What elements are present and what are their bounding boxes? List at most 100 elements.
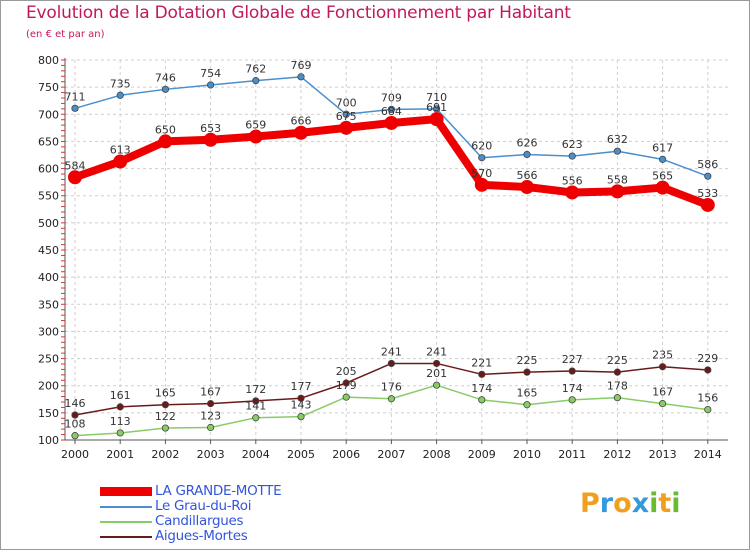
data-point [203,132,218,147]
y-tick-label: 450 [38,244,59,257]
data-point [432,359,441,368]
legend-label-aigues-mortes: Aigues-Mortes [155,528,248,544]
data-label: 177 [291,380,312,393]
data-point [297,413,305,421]
data-point [387,105,395,114]
data-point [116,403,124,411]
data-point [568,152,576,160]
data-point [207,423,215,432]
data-label: 558 [607,173,628,186]
y-tick-label: 250 [38,353,59,366]
data-point [523,401,531,409]
data-label: 167 [652,386,673,399]
data-label: 632 [607,133,628,146]
data-label: 653 [200,122,221,135]
data-label: 709 [381,91,402,104]
legend-swatch-aigues-mortes [100,536,152,538]
legend-swatch-la-grande-motte [100,487,152,496]
data-label: 235 [652,349,673,362]
x-tick-label: 2005 [287,448,315,461]
data-point [161,424,169,432]
data-label: 650 [155,123,176,136]
data-point [113,154,128,169]
y-tick-label: 750 [38,81,59,94]
data-point [116,91,124,99]
chart-title: Evolution de la Dotation Globale de Fonc… [26,3,571,23]
data-point [655,180,670,195]
data-point [520,180,534,195]
data-label: 174 [562,382,583,395]
data-point [342,379,350,387]
data-label: 570 [471,167,492,180]
data-label: 586 [697,158,718,171]
data-label: 165 [517,387,538,400]
data-point [252,414,260,422]
data-label: 225 [607,354,628,367]
x-tick-label: 2010 [513,448,541,461]
y-tick-label: 800 [38,54,59,67]
logo-letter: t [658,488,672,519]
y-tick-label: 100 [38,434,59,447]
x-tick-label: 2003 [197,448,225,461]
data-label: 141 [245,400,266,413]
data-label: 754 [200,67,221,80]
data-label: 123 [200,410,221,423]
data-label: 172 [245,383,266,396]
data-point [523,368,531,376]
legend-label-le-grau-du-roi: Le Grau-du-Roi [155,498,252,514]
y-tick-label: 600 [38,163,59,176]
data-label: 227 [562,353,583,366]
data-point [474,177,489,192]
data-label: 225 [517,354,538,367]
data-label: 565 [652,170,673,183]
x-tick-label: 2001 [106,448,134,461]
x-tick-label: 2004 [242,448,270,461]
y-tick-label: 500 [38,217,59,230]
data-label: 221 [471,356,492,369]
data-point [387,359,395,368]
data-point [568,367,576,375]
y-tick-label: 200 [38,380,59,393]
data-label: 201 [426,367,447,380]
x-tick-label: 2013 [649,448,677,461]
data-point [523,150,531,159]
data-point [161,85,169,93]
data-point [658,400,667,408]
data-point [68,170,82,185]
data-label: 113 [110,415,131,428]
y-tick-label: 350 [38,298,59,311]
proxiti-logo: Proxiti [580,488,681,519]
x-tick-label: 2002 [151,448,179,461]
data-label: 626 [517,136,538,149]
data-point [568,396,576,404]
data-label: 623 [562,138,583,151]
data-label: 122 [155,410,176,423]
data-label: 241 [426,345,447,358]
data-point [704,405,712,414]
data-point [704,172,712,180]
x-tick-label: 2006 [332,448,360,461]
data-label: 613 [110,144,131,157]
y-tick-label: 300 [38,325,59,338]
data-label: 620 [471,140,492,153]
data-label: 241 [381,345,402,358]
data-label: 735 [110,77,131,90]
data-point [342,110,350,118]
data-point [116,429,124,437]
logo-letter: i [671,488,681,519]
data-label: 762 [245,63,266,76]
legend-swatch-candillargues [100,521,152,523]
data-point [161,401,169,409]
data-label: 666 [291,115,312,128]
data-point [432,381,441,389]
data-label: 584 [65,159,86,172]
data-label: 205 [336,365,357,378]
axis-layer: 100 150 200 250 300 350 400 450 500 550 600 650 700 7… [38,54,728,461]
data-label: 176 [381,381,402,394]
data-label: 711 [65,90,86,103]
logo-letter: o [613,488,632,519]
data-point [565,185,580,200]
data-point [339,120,354,135]
